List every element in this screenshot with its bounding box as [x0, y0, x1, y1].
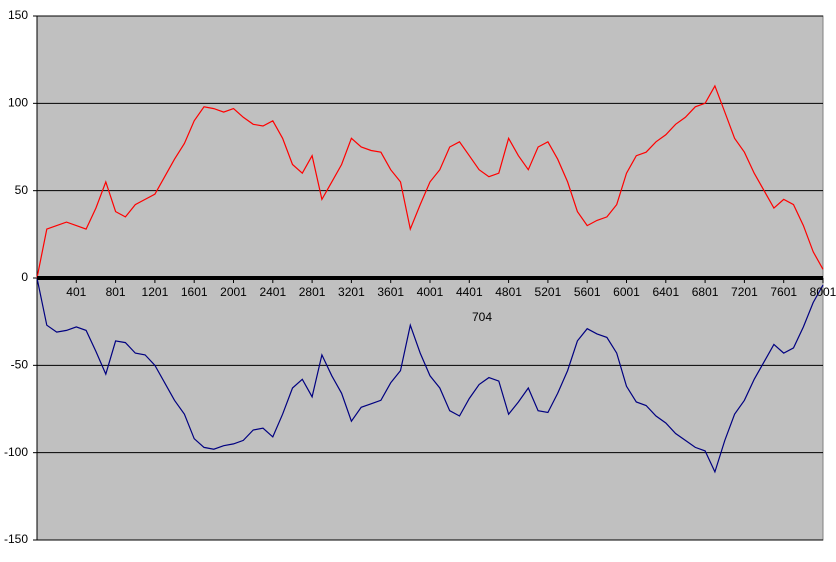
x-tick-label: 7601 — [770, 285, 797, 299]
y-tick-label: 0 — [21, 270, 28, 284]
x-tick-label: 2801 — [299, 285, 326, 299]
x-tick-label: 2001 — [220, 285, 247, 299]
y-tick-label: -50 — [11, 358, 29, 372]
x-tick-label: 2401 — [259, 285, 286, 299]
y-tick-label: -100 — [4, 445, 28, 459]
series-line — [36, 277, 824, 474]
x-tick-label: 6001 — [613, 285, 640, 299]
x-tick-label: 3601 — [377, 285, 404, 299]
x-tick-label: 1201 — [142, 285, 169, 299]
y-tick-label: 100 — [8, 96, 28, 110]
x-tick-label: 7201 — [731, 285, 758, 299]
x-tick-label: 4401 — [456, 285, 483, 299]
x-tick-label: 801 — [106, 285, 126, 299]
x-tick-label: 4001 — [417, 285, 444, 299]
y-tick-label: 150 — [8, 8, 28, 22]
x-tick-label: 5601 — [574, 285, 601, 299]
y-tick-label: -150 — [4, 532, 28, 546]
x-tick-label: 401 — [66, 285, 86, 299]
x-tick-label: 8001 — [810, 285, 836, 299]
x-tick-label: 5201 — [535, 285, 562, 299]
x-tick-label: 3201 — [338, 285, 365, 299]
annotation: 704 — [472, 310, 492, 324]
series-line — [36, 84, 824, 279]
y-tick-label: 50 — [15, 183, 29, 197]
x-tick-label: 6401 — [652, 285, 679, 299]
x-tick-label: 6801 — [692, 285, 719, 299]
x-tick-label: 1601 — [181, 285, 208, 299]
x-tick-label: 4801 — [495, 285, 522, 299]
